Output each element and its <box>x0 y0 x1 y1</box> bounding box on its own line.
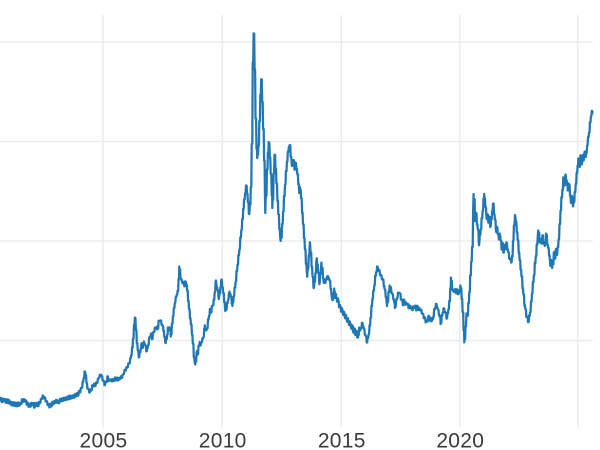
svg-text:2015: 2015 <box>318 429 366 450</box>
svg-text:2005: 2005 <box>80 429 128 450</box>
svg-text:2020: 2020 <box>436 429 484 450</box>
svg-text:2010: 2010 <box>199 429 247 450</box>
